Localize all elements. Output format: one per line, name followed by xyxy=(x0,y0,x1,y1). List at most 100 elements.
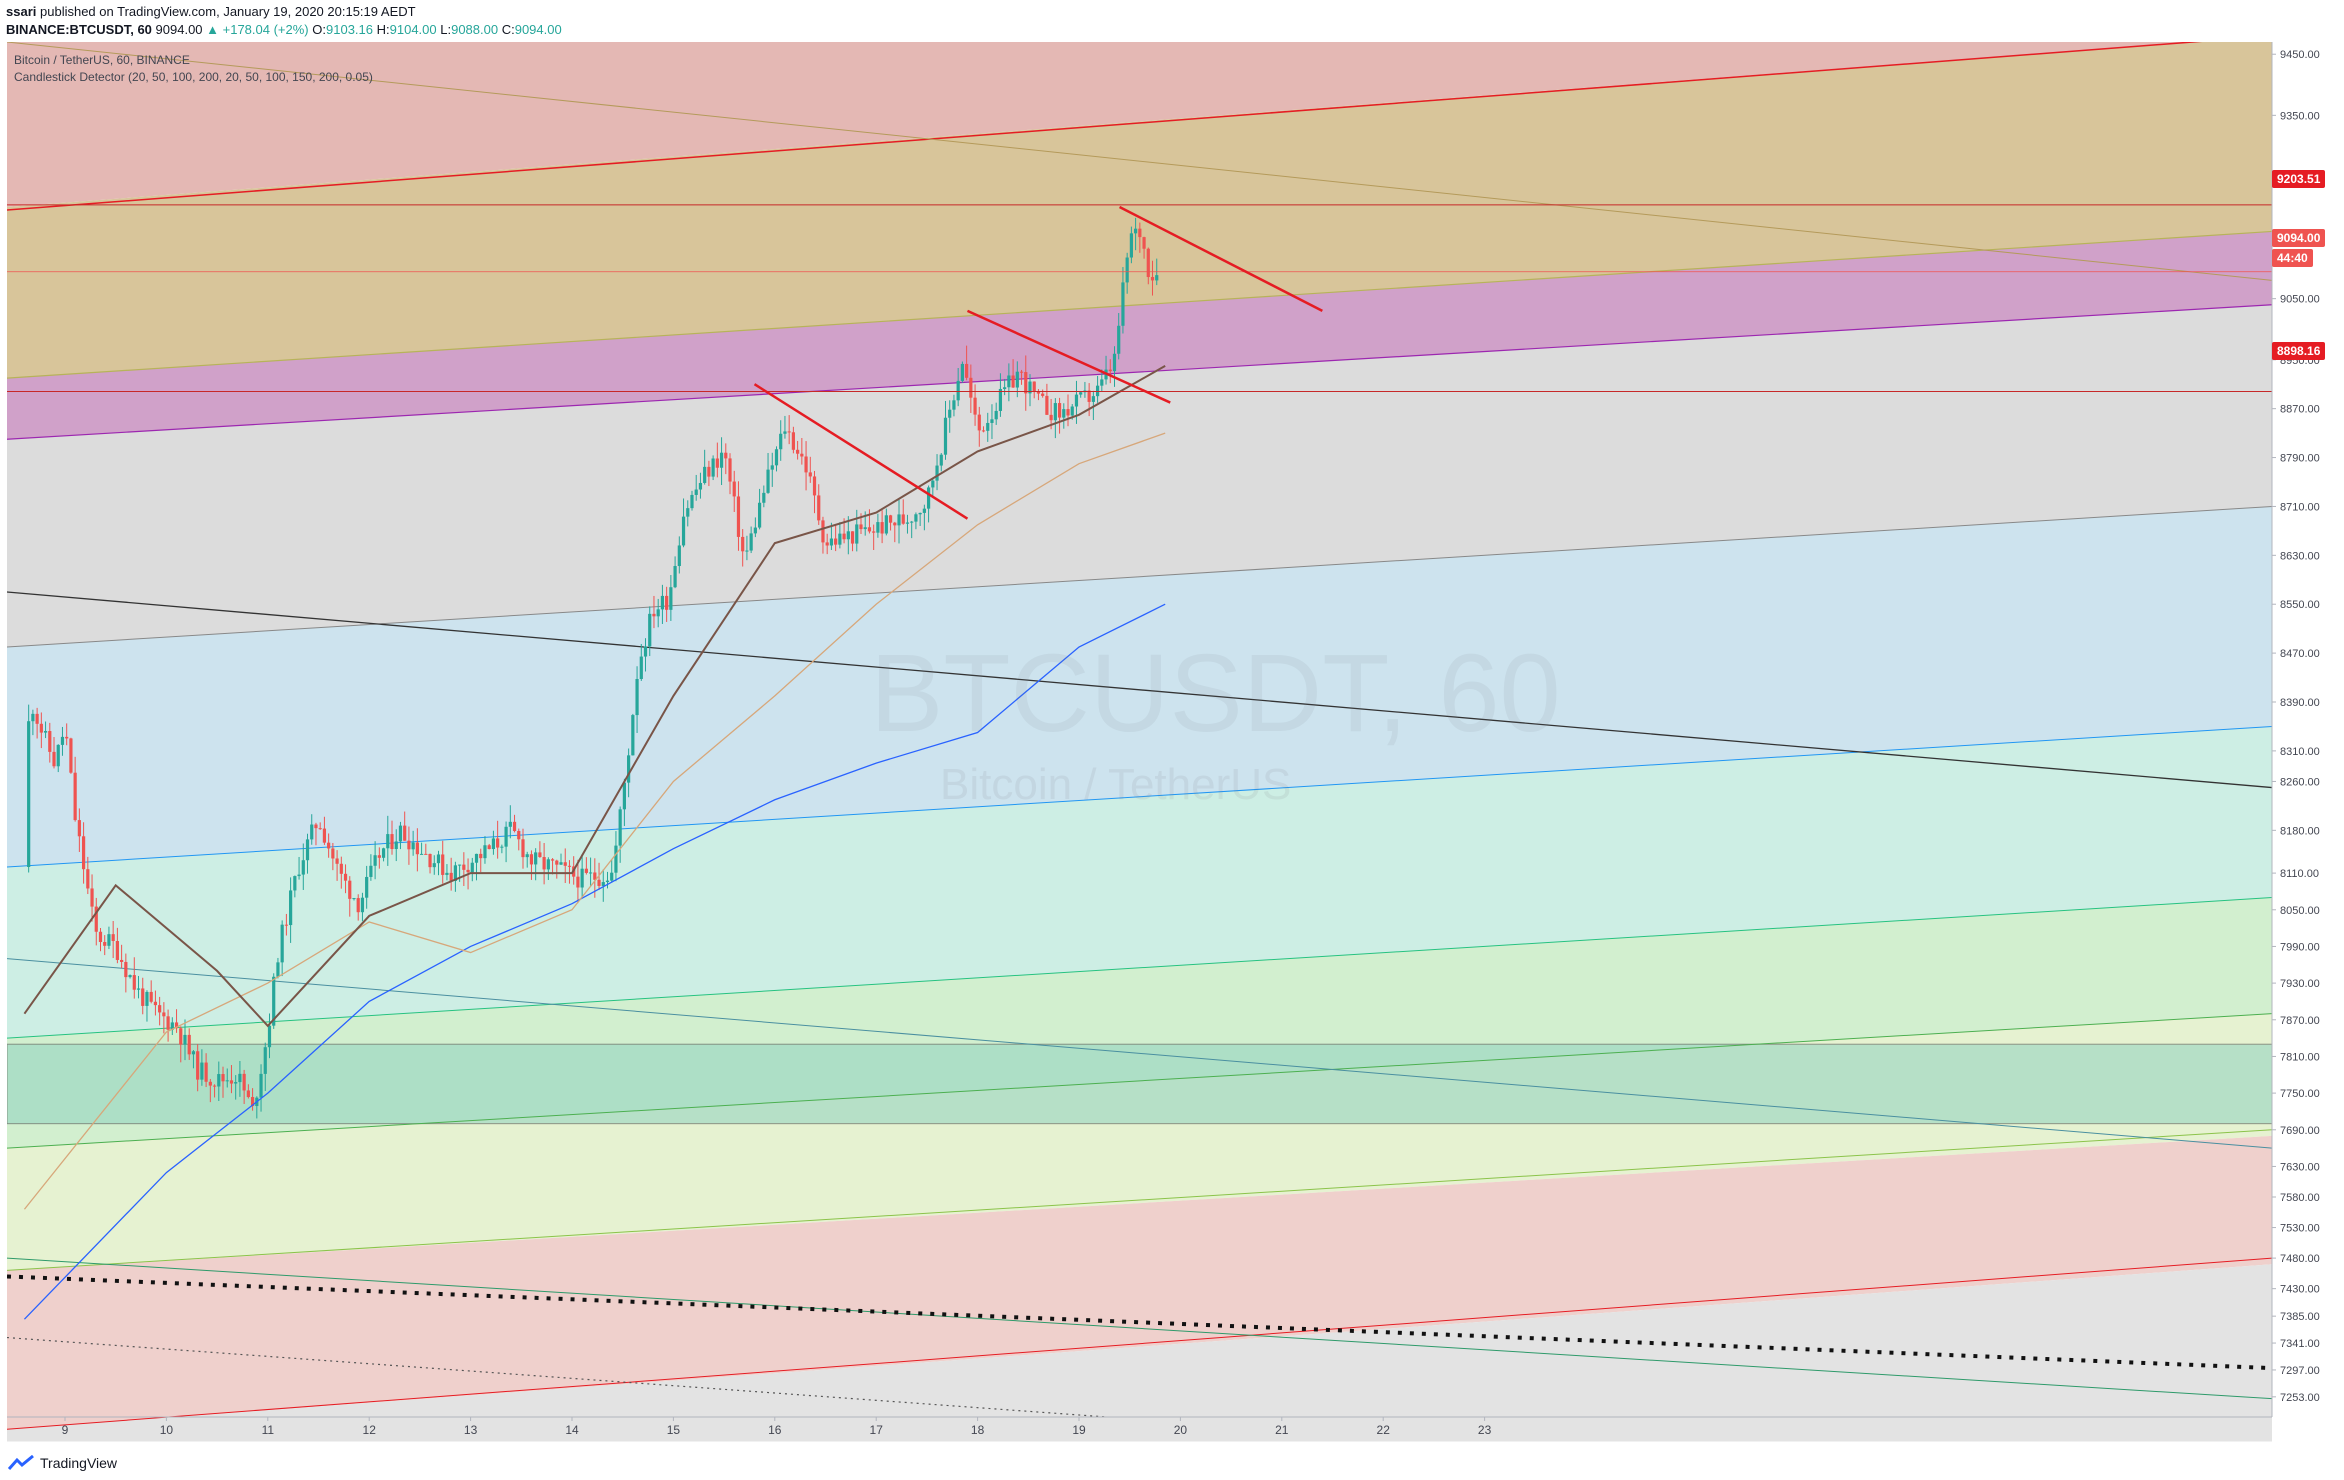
x-tick-label-2: 11 xyxy=(262,1423,275,1437)
horizontal-levels xyxy=(7,204,2272,392)
candle-body-32 xyxy=(162,1012,166,1017)
channel-line-2 xyxy=(7,304,2273,440)
candle-body-209 xyxy=(910,521,914,523)
candle-body-229 xyxy=(994,410,998,420)
candle-body-58 xyxy=(272,976,276,1026)
candle-body-37 xyxy=(183,1034,187,1045)
candle-body-28 xyxy=(145,991,149,1006)
candle-body-122 xyxy=(542,857,546,870)
channel-band-2 xyxy=(7,231,2272,440)
candle-body-214 xyxy=(931,480,935,488)
candle-body-55 xyxy=(259,1073,263,1098)
candle-body-239 xyxy=(1036,391,1041,394)
published-text: published on TradingView.com, January 19… xyxy=(40,4,416,19)
candle-body-134 xyxy=(593,872,597,880)
candle-body-49 xyxy=(234,1082,238,1084)
channel-band-9 xyxy=(7,1264,2272,1442)
candle-body-235 xyxy=(1019,371,1024,373)
price-chart[interactable]: 9450.009350.009250.009150.009050.008950.… xyxy=(7,42,2337,1449)
candle-body-145 xyxy=(639,656,643,679)
triangle-3-top-trendline[interactable] xyxy=(1118,205,1323,313)
y-tick-label-28: 7430.00 xyxy=(2280,1284,2320,1296)
candle-body-29 xyxy=(149,991,153,1002)
candle-body-166 xyxy=(728,458,732,482)
channel-band-8 xyxy=(7,1135,2272,1430)
candle-body-193 xyxy=(842,533,846,540)
trendlines[interactable] xyxy=(753,205,1323,520)
candle-body-92 xyxy=(415,842,419,855)
footer-bar: TradingView xyxy=(0,1449,2344,1480)
candle-body-56 xyxy=(263,1047,267,1074)
candle-body-243 xyxy=(1053,403,1057,421)
y-tick-label-10: 8550.00 xyxy=(2280,599,2320,611)
bar-countdown-tag: 44:40 xyxy=(2272,249,2313,267)
ohlc-high: 9104.00 xyxy=(389,22,437,37)
x-tick-label-4: 13 xyxy=(464,1423,478,1437)
candle-body-150 xyxy=(660,595,665,610)
ohlc-low: 9088.00 xyxy=(451,22,499,37)
candle-body-213 xyxy=(926,487,931,509)
candle-body-207 xyxy=(901,514,905,524)
x-tick-label-12: 21 xyxy=(1275,1423,1289,1437)
candle-body-27 xyxy=(141,988,145,1006)
candle-body-83 xyxy=(377,855,381,858)
candle-body-30 xyxy=(153,1001,158,1006)
candle-body-262 xyxy=(1134,228,1138,234)
triangle-2-top-trendline[interactable] xyxy=(966,309,1171,404)
y-tick-label-9: 8630.00 xyxy=(2280,550,2320,562)
candle-body-245 xyxy=(1062,409,1066,418)
ohlc-open: 9103.16 xyxy=(326,22,373,37)
candle-body-161 xyxy=(707,466,711,477)
channel-line-11 xyxy=(7,958,2273,1149)
last-price-tag: 9094.00 xyxy=(2272,229,2326,247)
candle-body-12 xyxy=(77,820,81,837)
candle-body-130 xyxy=(576,876,580,888)
moving-averages xyxy=(23,365,1166,1320)
candle-body-97 xyxy=(436,854,441,864)
price-axis[interactable]: 9450.009350.009250.009150.009050.008950.… xyxy=(2272,49,2320,1404)
x-tick-label-10: 19 xyxy=(1072,1423,1086,1437)
candle-body-93 xyxy=(419,853,424,855)
triangle-1-top-trendline[interactable] xyxy=(753,383,969,520)
candle-body-247 xyxy=(1070,406,1074,416)
candle-body-141 xyxy=(622,782,626,810)
y-tick-label-23: 7690.00 xyxy=(2280,1125,2320,1137)
candle-body-43 xyxy=(208,1081,212,1086)
y-tick-label-8: 8710.00 xyxy=(2280,501,2320,513)
x-tick-label-14: 23 xyxy=(1478,1423,1492,1437)
candle-body-205 xyxy=(893,522,897,526)
candle-body-133 xyxy=(588,872,593,874)
y-tick-label-0: 9450.00 xyxy=(2280,49,2320,61)
candle-body-24 xyxy=(128,975,132,978)
candle-body-46 xyxy=(221,1074,225,1082)
candle-body-172 xyxy=(753,527,757,534)
candle-body-123 xyxy=(546,859,550,870)
tradingview-brand[interactable]: TradingView xyxy=(8,1455,117,1471)
candle-body-200 xyxy=(872,531,876,533)
candle-body-222 xyxy=(965,363,969,378)
candle-body-34 xyxy=(170,1022,174,1030)
candle-body-135 xyxy=(597,879,601,886)
candle-body-99 xyxy=(445,872,449,875)
candle-body-15 xyxy=(90,888,94,907)
candle-body-117 xyxy=(521,839,525,858)
candle-body-137 xyxy=(605,880,610,883)
time-axis[interactable]: 9 10 11 12 13 14 15 16 17 18 19 20 21 22 23 xyxy=(62,1417,1492,1437)
candle-body-38 xyxy=(187,1034,191,1055)
candle-body-1 xyxy=(31,713,35,722)
candle-body-163 xyxy=(715,458,719,468)
y-tick-label-26: 7530.00 xyxy=(2280,1223,2320,1235)
candle-body-185 xyxy=(808,472,812,477)
candle-body-189 xyxy=(825,542,829,546)
channel-line-12 xyxy=(7,1257,2273,1400)
candle-body-131 xyxy=(580,868,584,888)
candle-body-110 xyxy=(491,838,496,850)
candle-body-184 xyxy=(804,456,808,473)
candle-body-138 xyxy=(610,872,614,881)
x-tick-label-1: 10 xyxy=(160,1423,174,1437)
candle-body-126 xyxy=(559,862,563,865)
candle-body-62 xyxy=(289,890,293,926)
candle-body-227 xyxy=(986,422,990,431)
x-tick-label-3: 12 xyxy=(363,1423,377,1437)
candle-body-40 xyxy=(196,1051,200,1080)
